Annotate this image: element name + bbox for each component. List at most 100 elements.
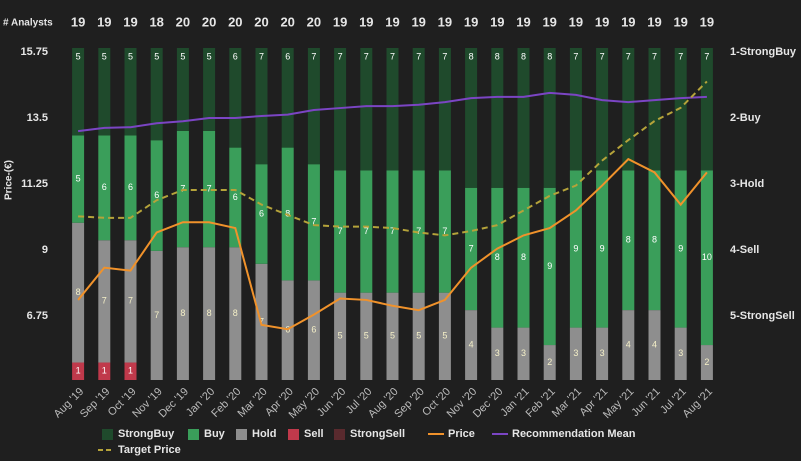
bar-segment (700, 48, 713, 171)
bar-segment (465, 187, 478, 311)
bar-segment (72, 48, 85, 136)
bar-segment (98, 362, 111, 380)
bar-segment (622, 310, 635, 380)
bar-segment (360, 48, 373, 171)
bar-label: 8 (547, 51, 552, 61)
legend-label: Hold (252, 428, 276, 440)
x-tick-label: Mar '21 (550, 386, 584, 420)
bar-label: 7 (678, 51, 683, 61)
bar-segment (543, 345, 556, 380)
bar-segment (648, 310, 661, 380)
bar-segment (281, 48, 294, 148)
legend-swatch (102, 429, 113, 440)
x-tick-label: Dec '19 (156, 386, 191, 421)
analyst-count: 19 (385, 14, 399, 29)
bar-segment (674, 327, 687, 380)
y2-tick-label: 2-Buy (730, 112, 761, 124)
analyst-count: 19 (464, 14, 478, 29)
bar-segment (648, 170, 661, 311)
y-tick-label: 13.5 (27, 112, 48, 124)
bar-label: 7 (364, 226, 369, 236)
bar-label: 7 (128, 296, 133, 306)
bar-label: 1 (128, 366, 133, 376)
bar-segment (596, 48, 609, 171)
bar-label: 8 (76, 287, 81, 297)
bar-label: 2 (704, 357, 709, 367)
bar-segment (569, 170, 582, 328)
bar-label: 7 (390, 226, 395, 236)
bar-label: 7 (207, 183, 212, 193)
bar-label: 8 (495, 51, 500, 61)
analyst-count: 20 (202, 14, 216, 29)
bar-label: 7 (442, 226, 447, 236)
bar-label: 5 (390, 331, 395, 341)
x-tick-label: Aug '21 (680, 386, 715, 421)
bar-label: 6 (128, 182, 133, 192)
bar-segment (386, 292, 399, 380)
legend-swatch (236, 429, 247, 440)
bar-label: 5 (180, 51, 185, 61)
bar-label: 7 (311, 51, 316, 61)
y2-tick-label: 3-Hold (730, 178, 764, 190)
bar-label: 3 (573, 348, 578, 358)
bar-label: 4 (652, 339, 657, 349)
bar-segment (491, 327, 504, 380)
bar-label: 8 (521, 51, 526, 61)
bar-segment (229, 48, 242, 148)
bar-label: 5 (416, 331, 421, 341)
bar-segment (334, 170, 347, 293)
analyst-count: 19 (123, 14, 137, 29)
analyst-count: 19 (438, 14, 452, 29)
y2-tick-label: 4-Sell (730, 244, 759, 256)
bar-segment (517, 187, 530, 328)
bar-segment (622, 170, 635, 311)
legend-swatch (288, 429, 299, 440)
bar-label: 7 (626, 51, 631, 61)
bar-segment (72, 135, 85, 223)
analyst-count: 19 (516, 14, 530, 29)
x-tick-label: Jun '20 (315, 386, 348, 419)
bar-label: 8 (285, 208, 290, 218)
bar-label: 5 (154, 51, 159, 61)
analyst-count: 20 (280, 14, 294, 29)
bar-segment (98, 48, 111, 136)
bar-label: 5 (364, 331, 369, 341)
bar-segment (596, 327, 609, 380)
analyst-count: 19 (621, 14, 635, 29)
bar-label: 9 (547, 261, 552, 271)
bar-label: 9 (678, 243, 683, 253)
bar-segment (72, 362, 85, 380)
bar-label: 3 (495, 348, 500, 358)
bar-label: 8 (207, 308, 212, 318)
bar-label: 8 (495, 252, 500, 262)
analyst-count: 19 (647, 14, 661, 29)
bar-segment (465, 48, 478, 188)
bar-segment (674, 48, 687, 171)
bar-label: 8 (469, 51, 474, 61)
bar-label: 7 (600, 51, 605, 61)
bar-segment (150, 250, 163, 380)
bar-label: 1 (102, 366, 107, 376)
bar-label: 5 (338, 331, 343, 341)
bar-segment (255, 48, 268, 165)
bar-label: 8 (233, 308, 238, 318)
bar-segment (648, 48, 661, 171)
bar-segment (307, 48, 320, 165)
bar-label: 7 (102, 296, 107, 306)
bar-segment (307, 164, 320, 281)
bar-segment (176, 48, 189, 131)
bar-segment (700, 345, 713, 380)
bar-segment (255, 164, 268, 264)
bar-label: 7 (259, 51, 264, 61)
bar-segment (569, 48, 582, 171)
bar-label: 7 (416, 226, 421, 236)
legend-swatch (334, 429, 345, 440)
bar-segment (596, 170, 609, 328)
bar-label: 3 (678, 348, 683, 358)
bar-segment (360, 170, 373, 293)
bar-label: 7 (338, 226, 343, 236)
y-tick-label: 15.75 (20, 46, 48, 58)
x-tick-label: Sep '20 (392, 386, 427, 421)
bar-segment (360, 292, 373, 380)
bar-label: 7 (390, 51, 395, 61)
